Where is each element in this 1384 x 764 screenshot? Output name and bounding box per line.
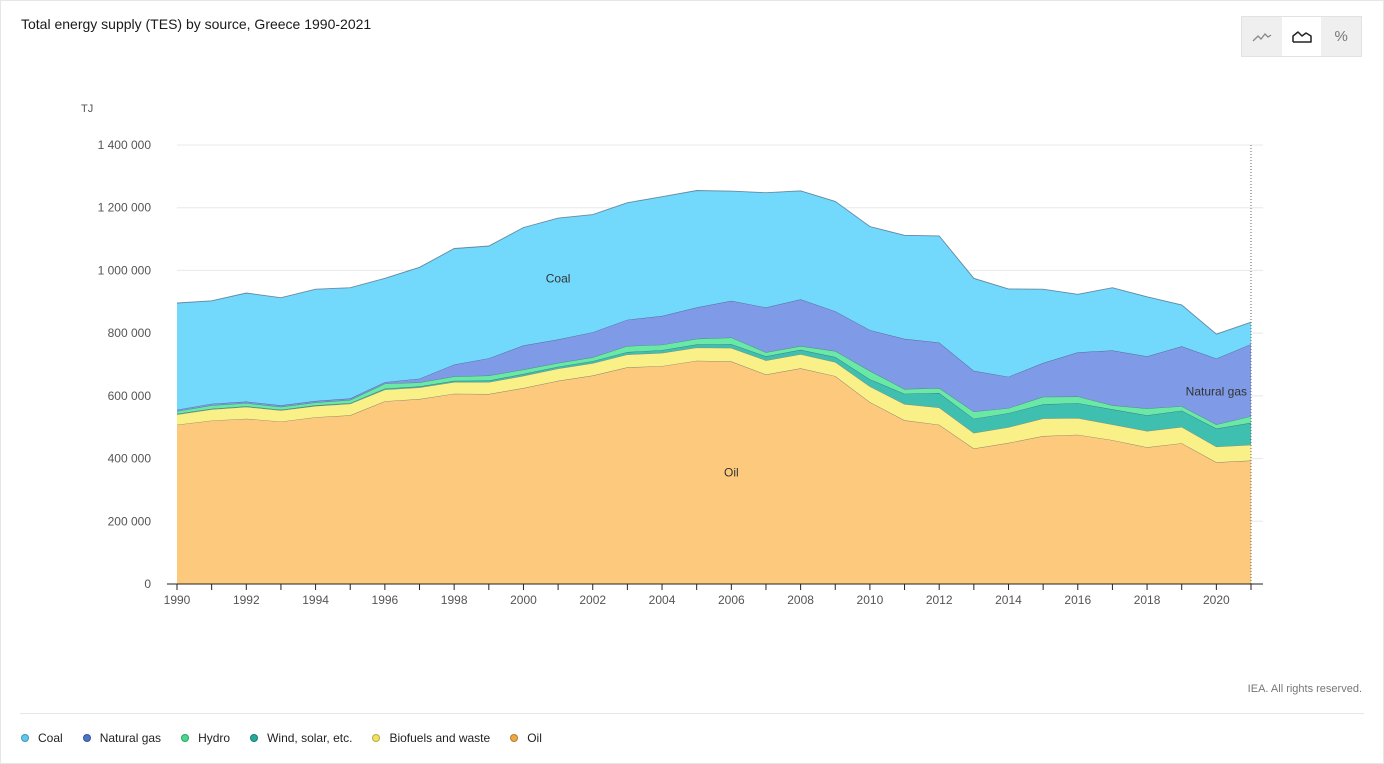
x-tick-label: 2000 bbox=[510, 593, 537, 607]
copyright-text: IEA. All rights reserved. bbox=[1247, 683, 1362, 695]
legend-dot-icon bbox=[21, 734, 29, 742]
legend-item-biofuels-and-waste[interactable]: Biofuels and waste bbox=[372, 731, 490, 745]
area-natural-gas bbox=[177, 299, 1251, 425]
x-tick-label: 2008 bbox=[787, 593, 814, 607]
legend-item-coal[interactable]: Coal bbox=[21, 731, 63, 745]
x-tick-label: 2012 bbox=[926, 593, 953, 607]
x-tick-label: 2020 bbox=[1203, 593, 1230, 607]
area-chart-icon bbox=[1291, 30, 1312, 43]
x-tick-label: 2006 bbox=[718, 593, 745, 607]
y-tick-label: 600 000 bbox=[108, 389, 152, 403]
area-edge-line bbox=[176, 190, 1252, 335]
x-tick-label: 1994 bbox=[302, 593, 329, 607]
area-chart-button[interactable] bbox=[1281, 17, 1322, 56]
y-tick-label: 400 000 bbox=[108, 452, 152, 466]
y-tick-label: 1 400 000 bbox=[98, 138, 152, 152]
legend-label: Coal bbox=[38, 731, 63, 745]
line-chart-icon bbox=[1252, 32, 1272, 41]
legend-item-hydro[interactable]: Hydro bbox=[181, 731, 230, 745]
legend-label: Biofuels and waste bbox=[389, 731, 491, 745]
legend-label: Hydro bbox=[198, 731, 231, 745]
y-tick-label: 1 000 000 bbox=[98, 263, 152, 277]
legend-dot-icon bbox=[82, 734, 91, 742]
area-oil bbox=[177, 360, 1251, 584]
legend-label: Wind, solar, etc. bbox=[267, 731, 353, 745]
y-tick-label: 0 bbox=[144, 577, 151, 591]
area-coal bbox=[177, 190, 1251, 410]
x-tick-label: 2016 bbox=[1064, 593, 1091, 607]
chart-svg: 0 200 000 400 000 600 000 800 000 1 000 000 1 … bbox=[98, 138, 1263, 607]
x-tick-label: 2018 bbox=[1134, 593, 1161, 607]
area-label-coal: Coal bbox=[546, 272, 571, 286]
x-tick-label: 2010 bbox=[857, 593, 884, 607]
percent-button[interactable]: % bbox=[1321, 17, 1362, 56]
legend-dot-icon bbox=[372, 734, 381, 742]
legend-dot-icon bbox=[181, 734, 190, 742]
legend-item-wind-solar-etc[interactable]: Wind, solar, etc. bbox=[250, 731, 352, 745]
chart-title: Total energy supply (TES) by source, Gre… bbox=[21, 16, 372, 32]
x-tick-label: 1990 bbox=[164, 593, 191, 607]
area-biofuels-and-waste bbox=[177, 347, 1251, 463]
legend-label: Oil bbox=[527, 731, 542, 745]
percent-icon: % bbox=[1334, 28, 1348, 45]
legend-label: Natural gas bbox=[99, 731, 162, 745]
area-label-natural-gas: Natural gas bbox=[1186, 384, 1247, 398]
y-tick-label: 800 000 bbox=[108, 326, 152, 340]
chart-type-toggle: % bbox=[1241, 16, 1362, 57]
area-label-oil: Oil bbox=[724, 466, 739, 480]
line-chart-button[interactable] bbox=[1242, 17, 1282, 56]
x-tick-label: 2004 bbox=[649, 593, 676, 607]
y-tick-label: 1 200 000 bbox=[98, 201, 152, 215]
x-tick-label: 1996 bbox=[372, 593, 399, 607]
y-tick-label: 200 000 bbox=[108, 514, 152, 528]
chart-legend: Coal Natural gas Hydro Wind, solar, etc. Bio… bbox=[21, 731, 562, 745]
x-tick-label: 2014 bbox=[995, 593, 1022, 607]
x-tick-label: 1992 bbox=[233, 593, 260, 607]
legend-item-oil[interactable]: Oil bbox=[510, 731, 542, 745]
y-axis-unit: TJ bbox=[81, 103, 94, 115]
legend-dot-icon bbox=[510, 734, 519, 742]
area-wind-solar-etc bbox=[177, 344, 1251, 447]
legend-item-natural-gas[interactable]: Natural gas bbox=[82, 731, 162, 745]
x-tick-label: 2002 bbox=[579, 593, 606, 607]
legend-divider bbox=[20, 713, 1364, 714]
x-tick-label: 1998 bbox=[441, 593, 468, 607]
legend-dot-icon bbox=[250, 734, 259, 742]
